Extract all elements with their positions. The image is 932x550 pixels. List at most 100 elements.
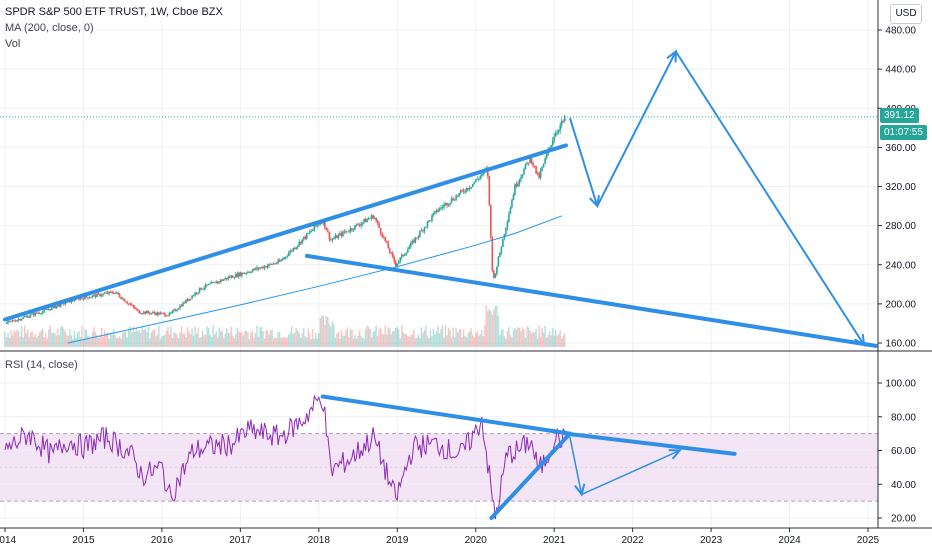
volume-bar [351, 329, 353, 347]
volume-bar [434, 334, 436, 347]
candle-body [453, 199, 456, 201]
volume-bar [321, 315, 323, 347]
candle-body [31, 313, 33, 315]
volume-bar [106, 332, 109, 347]
volume-bar [254, 332, 257, 347]
volume-bar [530, 332, 533, 347]
candle-body [313, 225, 316, 230]
volume-bar [541, 327, 543, 347]
volume-bar [410, 335, 412, 347]
volume-bar [384, 325, 386, 347]
volume-bar [22, 337, 24, 347]
candle-body [40, 313, 43, 315]
candle-body [287, 253, 290, 257]
volume-bar [206, 326, 208, 347]
moving-average-line [67, 215, 563, 344]
volume-bar [72, 338, 74, 347]
candle-body [336, 235, 338, 239]
candle-body [450, 198, 453, 203]
candle-body [127, 303, 130, 305]
volume-bar [524, 337, 527, 347]
volume-bar [334, 337, 337, 347]
price-tick-label: 320.00 [885, 182, 916, 193]
candle-body [493, 270, 495, 278]
volume-bar [10, 330, 12, 347]
volume-bar [34, 334, 36, 347]
candle-body [186, 299, 189, 301]
candle-body [149, 312, 151, 314]
candle-body [563, 115, 566, 121]
volume-bar [268, 334, 270, 347]
volume-bar [257, 336, 260, 347]
candle-body [530, 156, 533, 163]
volume-bar [532, 332, 534, 347]
candle-body [500, 247, 503, 253]
currency-button[interactable]: USD [890, 4, 922, 24]
candle-body [236, 273, 239, 277]
volume-bar [146, 331, 148, 347]
volume-bar [156, 334, 159, 347]
volume-bar [275, 338, 278, 347]
volume-bar [118, 336, 121, 347]
candle-body [265, 266, 267, 268]
candle-body [124, 301, 127, 303]
candle-body [5, 323, 8, 324]
volume-bar [315, 332, 317, 347]
candle-body [250, 272, 252, 273]
ma-legend: MA (200, close, 0) [5, 22, 94, 34]
volume-bar [37, 335, 39, 347]
volume-bar [482, 335, 484, 347]
candle-body [443, 204, 445, 208]
volume-bar [84, 329, 86, 347]
candle-body [58, 304, 61, 307]
candle-body [247, 271, 249, 273]
volume-bar [176, 334, 178, 347]
volume-bar [260, 327, 263, 347]
candle-body [434, 210, 436, 213]
volume-bar [298, 332, 300, 347]
candle-body [405, 252, 408, 255]
price-tick-label: 240.00 [885, 260, 916, 271]
candle-body [446, 203, 448, 206]
candle-body [192, 295, 195, 297]
projection-arrowhead [589, 195, 600, 209]
candle-body [103, 293, 106, 295]
candle-body [318, 224, 320, 226]
candle-body [37, 312, 39, 314]
volume-bar [331, 320, 334, 347]
volume-bar [191, 328, 193, 347]
candle-body [63, 302, 65, 305]
time-tick-label: 2015 [72, 535, 95, 546]
volume-bar [283, 336, 285, 347]
volume-bar [503, 336, 506, 347]
candle-body [8, 320, 11, 322]
volume-bar [413, 329, 415, 347]
volume-bar [103, 330, 106, 347]
volume-bar [327, 316, 329, 347]
candle-body [171, 310, 174, 313]
volume-bar [23, 325, 26, 347]
candle-body [93, 294, 95, 296]
volume-bar [399, 338, 401, 347]
volume-bar [16, 329, 18, 347]
candle-body [292, 248, 294, 252]
candle-body [290, 250, 293, 252]
volume-bar [227, 332, 229, 347]
volume-bar [378, 329, 380, 347]
volume-bar [496, 305, 498, 347]
volume-bar [476, 330, 478, 347]
volume-bar [392, 331, 394, 347]
volume-bar [141, 325, 143, 347]
candle-body [57, 304, 59, 307]
candle-body [156, 312, 159, 315]
volume-bar [375, 325, 377, 347]
volume-bar [387, 327, 389, 347]
price-tick-label: 440.00 [885, 65, 916, 76]
volume-bar [405, 333, 408, 347]
volume-bar [390, 334, 392, 347]
candle-body [410, 242, 412, 247]
volume-bar [312, 328, 314, 347]
volume-bar [322, 315, 325, 347]
volume-bar [230, 326, 233, 347]
